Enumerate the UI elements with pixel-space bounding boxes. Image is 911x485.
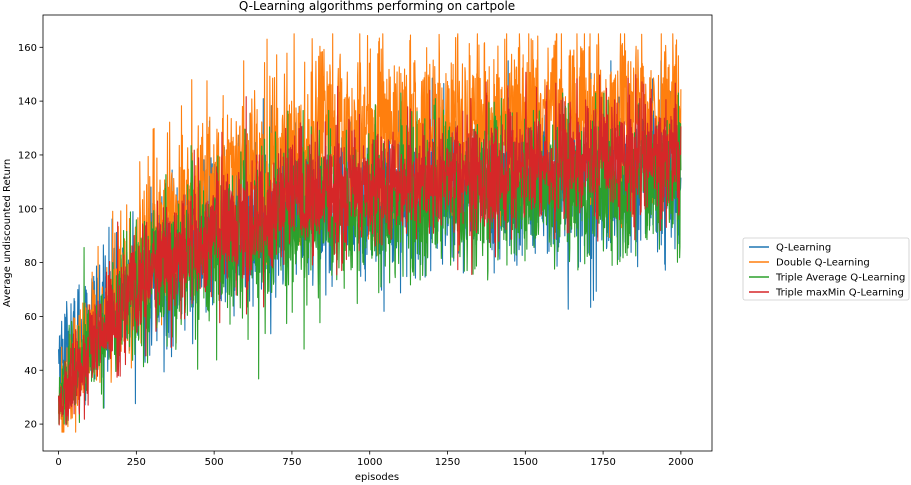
y-tick-label: 120	[18, 150, 37, 161]
y-tick-label: 140	[18, 97, 37, 108]
legend-frame	[742, 237, 910, 301]
x-tick-label: 1250	[435, 457, 460, 468]
x-tick-label: 250	[127, 457, 146, 468]
x-tick-label: 500	[205, 457, 224, 468]
legend: Q-Learning Double Q-Learning Triple Averag…	[742, 237, 910, 301]
legend-label: Triple Average Q-Learning	[775, 273, 905, 284]
x-tick-label: 0	[55, 457, 61, 468]
legend-label: Triple maxMin Q-Learning	[775, 288, 904, 299]
y-axis-label: Average undiscounted Return	[2, 159, 13, 307]
legend-label: Q-Learning	[776, 243, 831, 254]
y-tick-label: 60	[24, 312, 37, 323]
x-tick-label: 1500	[513, 457, 538, 468]
x-tick-label: 1750	[590, 457, 615, 468]
legend-label: Double Q-Learning	[776, 258, 870, 269]
x-tick-label: 750	[282, 457, 301, 468]
y-tick-label: 80	[24, 258, 37, 269]
y-tick-label: 100	[18, 204, 37, 215]
x-axis-ticks: 0 250 500 750 1000 1250 1500 1750 2000	[55, 451, 694, 468]
x-tick-label: 2000	[668, 457, 693, 468]
x-tick-label: 1000	[357, 457, 382, 468]
y-axis-ticks: 20 40 60 80 100 120 140 160	[18, 43, 43, 431]
x-axis-label: episodes	[355, 472, 399, 483]
y-tick-label: 20	[24, 420, 37, 431]
series-line	[58, 71, 682, 426]
y-tick-label: 40	[24, 366, 37, 377]
chart-title: Q-Learning algorithms performing on cart…	[239, 0, 515, 13]
plot-frame	[42, 14, 713, 452]
y-tick-label: 160	[18, 43, 37, 54]
plot-lines	[58, 33, 682, 433]
